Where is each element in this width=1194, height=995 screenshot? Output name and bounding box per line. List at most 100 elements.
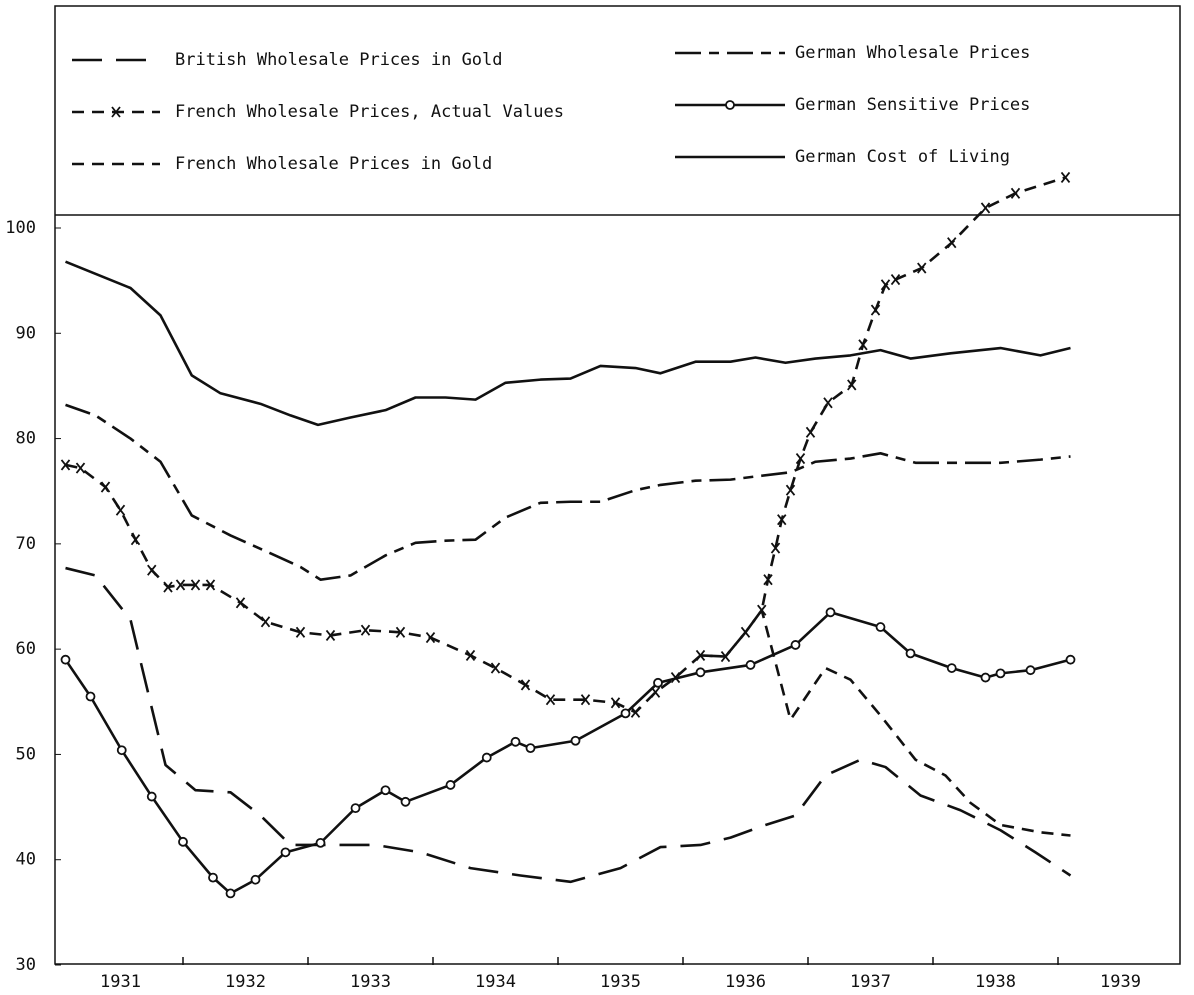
x-marker: [175, 579, 186, 591]
o-marker: [790, 640, 801, 650]
x-marker: [917, 262, 927, 274]
legend-label: German Cost of Living: [795, 147, 1010, 167]
x-marker: [295, 626, 306, 638]
x-marker: [235, 597, 246, 609]
x-marker-stroke: [763, 574, 773, 586]
o-marker: [946, 663, 957, 673]
x-marker: [980, 202, 991, 214]
x-marker: [465, 649, 476, 662]
legend-label: British Wholesale Prices in Gold: [175, 50, 503, 70]
x-tick-label: 1939: [1100, 972, 1141, 992]
o-marker: [905, 648, 916, 659]
x-tick-label: 1935: [600, 972, 641, 992]
x-marker: [847, 379, 857, 391]
o-marker: [995, 668, 1006, 679]
o-marker: [653, 677, 663, 688]
x-marker-stroke: [545, 694, 556, 706]
x-marker-stroke: [325, 629, 336, 642]
x-marker-stroke: [880, 279, 891, 291]
y-tick-label: 70: [16, 534, 36, 554]
o-marker: [875, 622, 886, 632]
o-marker: [481, 752, 492, 763]
x-marker-stroke: [890, 274, 901, 286]
x-marker-stroke: [770, 542, 781, 554]
o-marker: [146, 791, 157, 802]
x-marker-stroke: [805, 426, 816, 438]
x-marker-stroke: [175, 579, 186, 591]
o-marker: [60, 654, 71, 665]
x-marker: [785, 484, 796, 496]
x-marker-stroke: [650, 686, 661, 698]
x-marker-stroke: [260, 616, 271, 628]
o-marker: [525, 743, 536, 754]
x-marker-stroke: [295, 626, 306, 638]
series-line: [65, 566, 1072, 884]
x-marker: [870, 304, 881, 316]
x-marker: [425, 631, 436, 644]
legend: British Wholesale Prices in Gold French W…: [72, 43, 1030, 174]
x-marker-stroke: [630, 706, 641, 718]
x-marker-stroke: [870, 304, 881, 316]
x-marker: [205, 579, 216, 591]
x-marker: [60, 459, 71, 471]
x-marker-stroke: [1010, 187, 1021, 199]
x-tick-label: 1937: [850, 972, 891, 992]
y-tick-label: 90: [16, 323, 36, 343]
x-marker-stroke: [847, 379, 857, 391]
x-marker: [163, 581, 173, 593]
x-marker-stroke: [520, 679, 531, 691]
x-marker: [260, 616, 271, 628]
o-marker: [350, 803, 361, 814]
x-marker: [520, 679, 531, 691]
x-marker: [147, 564, 157, 576]
o-marker: [85, 691, 96, 702]
x-marker-stroke: [785, 484, 796, 496]
o-marker: [315, 837, 326, 848]
x-marker-stroke: [60, 459, 71, 471]
x-marker-stroke: [205, 579, 216, 591]
o-marker: [695, 667, 706, 678]
x-tick-label: 1932: [225, 972, 266, 992]
o-marker: [445, 780, 456, 790]
x-marker: [763, 574, 773, 586]
o-marker: [380, 785, 391, 796]
x-marker-stroke: [490, 662, 501, 674]
x-marker-stroke: [235, 597, 246, 609]
x-marker: [130, 534, 141, 546]
x-marker: [1060, 171, 1071, 184]
o-marker: [250, 874, 261, 885]
x-marker: [111, 106, 121, 118]
x-marker-stroke: [610, 697, 621, 709]
x-marker: [777, 514, 787, 526]
o-marker: [178, 836, 188, 847]
o-marker: [1065, 654, 1076, 665]
o-marker: [280, 847, 291, 858]
o-marker: [620, 708, 631, 719]
o-marker: [725, 100, 735, 110]
frame: [54, 5, 1181, 965]
x-marker-stroke: [75, 462, 86, 474]
x-marker: [325, 629, 336, 642]
series-line: [65, 176, 1066, 714]
x-marker: [1010, 187, 1021, 199]
x-marker-stroke: [947, 237, 957, 249]
x-marker-stroke: [190, 579, 201, 591]
o-marker: [400, 796, 411, 807]
x-marker: [75, 462, 86, 474]
x-marker-stroke: [858, 339, 868, 351]
y-tick-label: 60: [16, 639, 36, 659]
x-marker: [360, 624, 371, 636]
x-marker: [580, 694, 591, 706]
x-marker: [100, 481, 111, 493]
x-marker: [190, 579, 201, 591]
legend-label: German Sensitive Prices: [795, 95, 1030, 115]
x-marker-stroke: [980, 202, 991, 214]
o-marker: [825, 607, 836, 618]
legend-label: French Wholesale Prices, Actual Values: [175, 102, 564, 122]
x-marker-stroke: [395, 626, 406, 638]
x-marker-stroke: [163, 581, 173, 593]
y-tick-label: 30: [16, 955, 36, 975]
series-line: [65, 403, 1071, 581]
x-marker-stroke: [425, 631, 436, 644]
